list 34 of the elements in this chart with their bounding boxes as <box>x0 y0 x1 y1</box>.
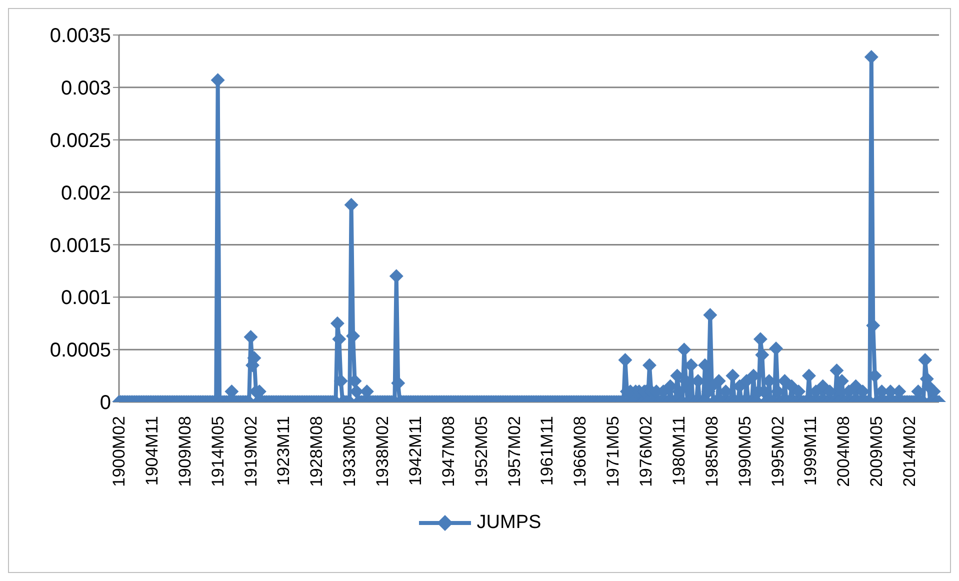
x-tick-label: 1976M02 <box>636 416 656 487</box>
y-tick-label: 0.002 <box>60 182 111 204</box>
x-tick-label: 1900M02 <box>110 416 128 487</box>
x-tick-label: 1938M02 <box>373 416 392 487</box>
x-tick-label: 1942M11 <box>406 416 425 486</box>
x-tick-label: 1928M08 <box>307 416 326 487</box>
x-tick-label: 1947M08 <box>438 416 458 487</box>
x-tick-label: 2009M05 <box>867 416 886 487</box>
x-tick-label: 1904M11 <box>142 416 162 486</box>
x-tick-label: 1923M11 <box>274 416 294 486</box>
x-tick-label: 1919M02 <box>241 416 260 487</box>
y-tick-label: 0 <box>100 392 111 414</box>
x-tick-label: 1990M05 <box>735 416 754 487</box>
x-tick-label: 1966M08 <box>570 416 590 487</box>
x-tick-label: 1914M05 <box>208 416 228 487</box>
y-tick-label: 0.0035 <box>50 25 111 48</box>
x-tick-label: 1980M11 <box>669 416 688 486</box>
x-tick-label: 2014M02 <box>900 416 920 487</box>
y-tick-label: 0.001 <box>60 287 111 310</box>
x-tick-label: 2004M08 <box>834 416 854 487</box>
x-tick-label: 1995M02 <box>768 416 788 487</box>
x-tick-label: 1999M11 <box>801 416 820 486</box>
x-tick-label: 1952M05 <box>472 416 491 487</box>
y-tick-label: 0.003 <box>60 78 111 100</box>
x-tick-label: 1961M11 <box>538 416 557 486</box>
x-tick-label: 1985M08 <box>702 416 722 487</box>
y-tick-label: 0.0015 <box>50 234 111 257</box>
x-tick-label: 1933M05 <box>340 416 360 487</box>
x-tick-label: 1957M02 <box>504 416 524 487</box>
y-tick-label: 0.0025 <box>50 130 111 152</box>
x-tick-label: 1971M05 <box>604 416 623 487</box>
x-tick-label: 1909M08 <box>175 416 194 487</box>
legend-label: JUMPS <box>476 512 542 534</box>
y-tick-label: 0.0005 <box>50 340 111 362</box>
